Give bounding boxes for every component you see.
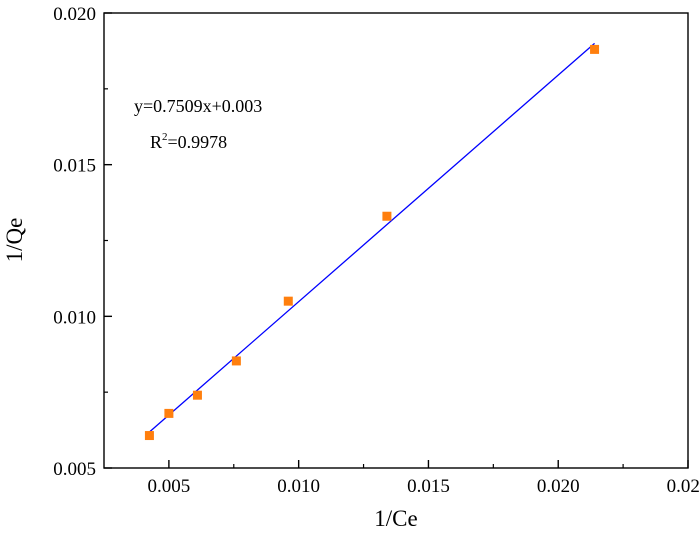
y-tick-label: 0.020 <box>53 4 96 25</box>
y-tick-label: 0.015 <box>53 156 96 177</box>
data-point <box>164 408 174 418</box>
data-point <box>192 390 202 400</box>
points-layer <box>144 44 600 441</box>
y-tick-label: 0.005 <box>53 459 96 480</box>
y-tick-label: 0.010 <box>53 307 96 328</box>
x-tick-label: 0.010 <box>277 476 320 497</box>
fit-layer <box>147 42 595 434</box>
fit-equation: y=0.7509x+0.003 <box>134 96 262 116</box>
x-tick-label: 0.025 <box>667 476 700 497</box>
data-point <box>382 211 392 221</box>
data-point <box>144 431 154 441</box>
x-axis-title: 1/Ce <box>374 506 417 531</box>
r-squared: R2=0.9978 <box>150 131 227 152</box>
r-squared-prefix: R <box>150 132 162 152</box>
y-axis-title: 1/Qe <box>2 218 27 263</box>
x-tick-label: 0.015 <box>407 476 450 497</box>
axis-ticks <box>104 12 689 469</box>
data-point <box>231 356 241 366</box>
axis-tick-labels: 0.005 0.010 0.015 0.020 0.025 0.005 0.010 0.015… <box>53 4 700 497</box>
x-tick-label: 0.020 <box>537 476 580 497</box>
data-point <box>283 296 293 306</box>
data-point <box>590 44 600 54</box>
fit-line <box>147 42 595 434</box>
x-tick-label: 0.005 <box>148 476 191 497</box>
r-squared-value: =0.9978 <box>168 132 228 152</box>
plot-frame <box>103 12 689 469</box>
r-squared-superscript: 2 <box>162 131 168 143</box>
